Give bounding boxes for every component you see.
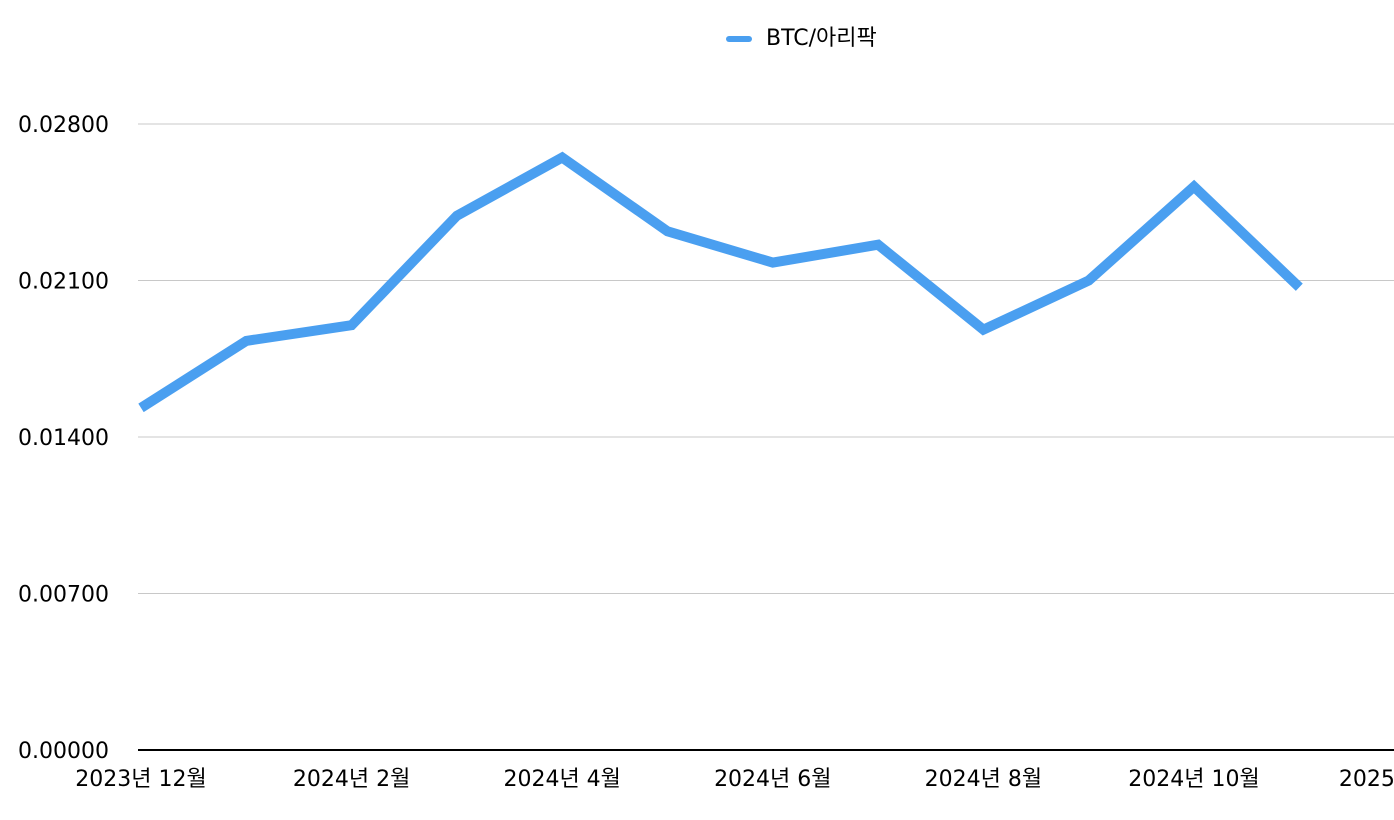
series-line xyxy=(138,151,1303,413)
series-layer xyxy=(138,151,1303,413)
gridlines xyxy=(138,123,1394,751)
x-tick-labels: 2023년 12월 2024년 2월 2024년 4월 2024년 6월 2024년 8… xyxy=(75,767,1394,792)
legend-label: BTC/아리팍 xyxy=(766,26,877,51)
y-tick-label: 0.02800 xyxy=(18,113,109,138)
y-tick-label: 0.00000 xyxy=(18,739,109,764)
x-tick-label: 2025년 02월 xyxy=(1339,767,1394,792)
x-tick-label: 2024년 8월 xyxy=(925,767,1042,792)
x-tick-label: 2024년 6월 xyxy=(714,767,831,792)
y-tick-labels: 0.02800 0.02100 0.01400 0.00700 0.00000 xyxy=(18,113,109,764)
legend-swatch xyxy=(726,36,752,42)
x-tick-label: 2023년 12월 xyxy=(75,767,206,792)
y-tick-label: 0.01400 xyxy=(18,426,109,451)
y-tick-label: 0.02100 xyxy=(18,270,109,295)
x-tick-label: 2024년 2월 xyxy=(293,767,410,792)
y-tick-label: 0.00700 xyxy=(18,583,109,608)
x-tick-label: 2024년 10월 xyxy=(1128,767,1259,792)
legend: BTC/아리팍 xyxy=(726,24,877,54)
x-tick-label: 2024년 4월 xyxy=(503,767,620,792)
